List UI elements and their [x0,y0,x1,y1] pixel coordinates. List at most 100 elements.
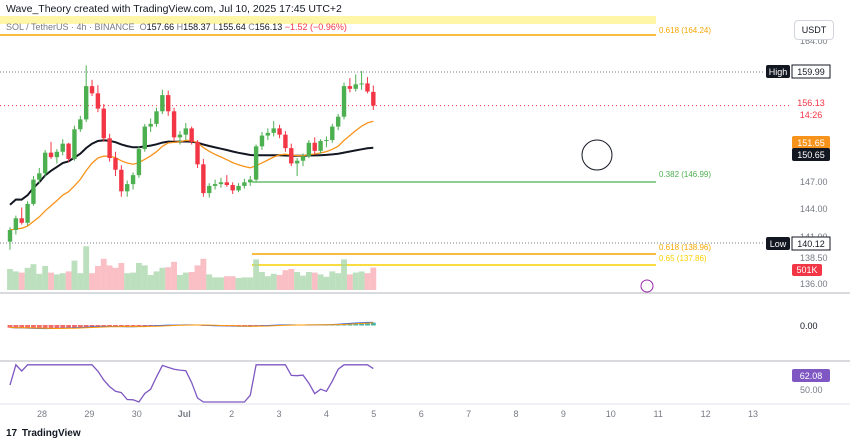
volume-bar [253,259,260,290]
candle [300,153,306,167]
candle-body [248,179,253,183]
candle-body [42,152,48,174]
macd-histogram-bar [31,325,36,329]
candle-body [306,142,312,157]
volume-bar [65,271,72,290]
candle-body [130,175,136,185]
open-value: 157.66 [146,22,175,32]
candle-body [265,132,271,136]
volume-bar [118,263,125,290]
countdown-tag-bg [792,109,830,121]
candle-body [253,146,259,180]
volume-bar [153,271,160,290]
macd-histogram-bar [353,323,359,326]
last-price-tag: 156.13 [792,96,830,109]
volume-bar [106,265,113,290]
volume-bar [305,272,312,290]
candle [212,179,218,190]
volume-bar [18,272,25,290]
high-price-tag-bg [792,65,830,78]
candle [25,201,30,226]
candle [189,126,194,145]
candle-body [341,86,347,117]
volume-bar [247,277,254,290]
candle-body [113,158,118,170]
candle-body [13,218,19,230]
rsi-value-tag-bg [792,369,830,382]
candle [78,115,83,132]
macd-histogram-bar [118,325,124,327]
volume-bar [112,267,119,290]
candle-body [324,140,329,142]
volume-bar [130,272,136,290]
candle [130,172,136,190]
candle-body [136,149,142,176]
candle-body [271,128,276,133]
candle-body [236,185,241,191]
macd-histogram-bar [107,325,113,327]
volume-bar [30,264,37,290]
candle-body [160,95,165,112]
fib-label-0618-low: 0.618 (138.96) [659,243,711,252]
alert-icon [640,279,654,293]
last-price-tag-bg [792,96,830,109]
candle-body [212,184,218,186]
time-axis-label: 5 [371,409,376,419]
candle [224,175,230,187]
macd-histogram-bar [365,322,370,326]
tradingview-logo-icon: 17 [6,428,18,439]
candle [13,215,19,235]
candle [230,182,235,195]
candle-body [78,119,83,130]
candle [347,78,353,93]
volume-bar [165,267,172,290]
candle-body [335,116,341,127]
last-price-tag-text: 156.13 [797,98,825,108]
annotation-circle [581,139,613,171]
low-price-tag-border [791,236,831,251]
candle-body [72,129,77,159]
candle-body [37,173,42,180]
candle-body [353,84,358,89]
candle-body [230,185,235,191]
low-value: 155.64 [218,22,246,32]
candle [259,131,265,150]
candle [166,90,171,116]
volume-bar [294,272,301,290]
candle [312,137,317,155]
low-price-tag: 140.12 [792,237,830,250]
candle-body [142,126,147,150]
rsi-value-tag-text: 62.08 [800,371,823,381]
volume-bar [71,260,78,290]
low-label: L [213,22,219,32]
candle [218,177,224,188]
candle [242,178,247,189]
candle [42,149,48,177]
symbol-name[interactable]: SOL / TetherUS · 4h · BINANCE [6,22,135,32]
macd-histogram-bar [136,325,142,327]
time-axis-label: 12 [701,409,711,419]
macd-histogram-bar [19,325,25,329]
macd-histogram-bar [77,325,83,328]
candle [330,123,335,143]
volume-bar [270,273,277,290]
price-axis-tick: 136.00 [800,279,828,289]
ema-fast-tag-text: 151.65 [797,138,825,148]
rsi-value-tag: 62.08 [792,369,830,382]
volume-bar [300,275,306,290]
volume-bar [100,258,107,290]
volume-bar [288,269,295,290]
candle [37,167,42,184]
candle-body [371,91,376,106]
candle-body [259,135,265,147]
ema-slow-tag: 150.65 [792,148,830,161]
time-axis-label: 11 [654,409,663,419]
candle [289,143,294,167]
candle [253,144,259,182]
candle-body [283,134,288,149]
symbol-ohlc-line: SOL / TetherUS · 4h · BINANCE O157.66 H1… [6,22,347,32]
currency-button[interactable]: USDT [794,20,834,40]
top-highlight-band [0,16,656,24]
price-axis-tick: 164.00 [800,36,828,46]
